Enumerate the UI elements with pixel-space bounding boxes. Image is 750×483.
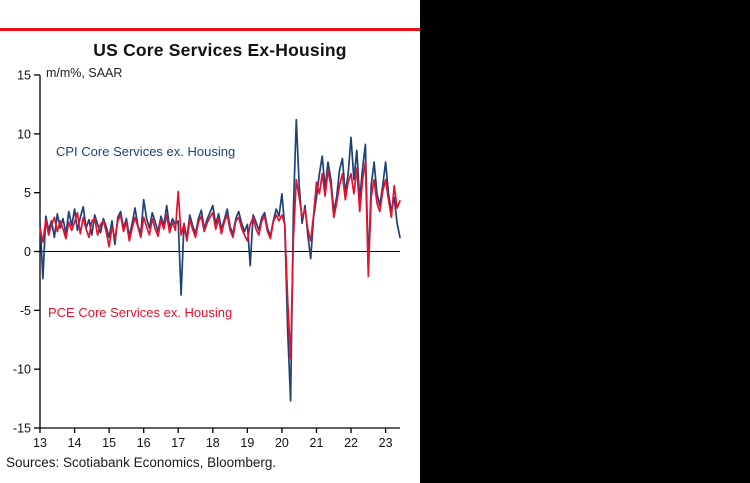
y-tick-label: -5 xyxy=(20,304,31,318)
sources-text: Sources: Scotiabank Economics, Bloomberg… xyxy=(6,455,277,470)
x-tick-label: 22 xyxy=(344,436,358,450)
x-tick-label: 18 xyxy=(206,436,220,450)
chart-title: US Core Services Ex-Housing xyxy=(93,40,347,60)
x-tick-label: 15 xyxy=(102,436,116,450)
x-tick-label: 19 xyxy=(240,436,254,450)
cpi-core-services-ex-housing-line xyxy=(39,118,401,402)
pce-core-services-ex-housing-line xyxy=(39,161,401,360)
x-tick-label: 23 xyxy=(379,436,393,450)
axis-unit-label: m/m%, SAAR xyxy=(46,66,123,80)
y-tick-label: 10 xyxy=(17,127,31,141)
y-tick-label: 15 xyxy=(17,69,31,83)
y-tick-label: 5 xyxy=(24,186,31,200)
y-tick-label: -15 xyxy=(13,422,31,436)
y-tick-label: 0 xyxy=(24,245,31,259)
accent-top-bar xyxy=(0,28,420,31)
x-tick-label: 14 xyxy=(68,436,82,450)
x-tick-label: 21 xyxy=(310,436,324,450)
pce-series-label: PCE Core Services ex. Housing xyxy=(48,305,233,320)
y-tick-label: -10 xyxy=(13,363,31,377)
cpi-series-label: CPI Core Services ex. Housing xyxy=(56,144,236,159)
x-tick-label: 17 xyxy=(171,436,185,450)
chart-panel: US Core Services Ex-Housing 15 10 5 0 -5 -10 -… xyxy=(0,0,420,483)
x-tick-label: 20 xyxy=(275,436,289,450)
x-tick-label: 16 xyxy=(137,436,151,450)
x-tick-label: 13 xyxy=(33,436,47,450)
